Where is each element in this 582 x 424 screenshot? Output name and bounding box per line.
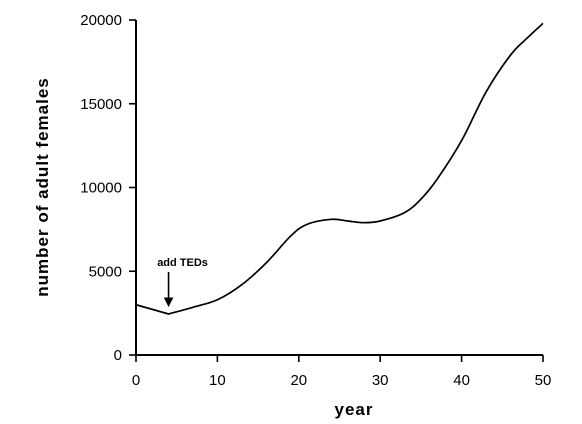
annotation-arrow-head (163, 297, 174, 308)
axis-ticks: 0 10 20 30 40 50 0 5000 10000 15000 20000 (80, 12, 551, 389)
x-tick-label: 20 (290, 372, 307, 389)
x-tick-label: 50 (535, 372, 552, 389)
y-tick-label: 20000 (80, 12, 122, 29)
series-group (135, 22, 544, 315)
annotation-label: add TEDs (157, 257, 208, 269)
y-tick-label: 5000 (89, 263, 122, 280)
x-tick-label: 0 (132, 372, 140, 389)
axes (135, 20, 543, 356)
y-axis-title: number of adult females (33, 77, 52, 296)
y-tick-label: 15000 (80, 96, 122, 113)
x-axis-title: year (335, 400, 374, 419)
annotations: add TEDs (157, 257, 208, 308)
x-tick-label: 30 (372, 372, 389, 389)
x-tick-label: 40 (453, 372, 470, 389)
y-tick-label: 0 (114, 347, 122, 364)
y-tick-label: 10000 (80, 180, 122, 197)
series-line (135, 22, 544, 315)
x-tick-label: 10 (209, 372, 226, 389)
